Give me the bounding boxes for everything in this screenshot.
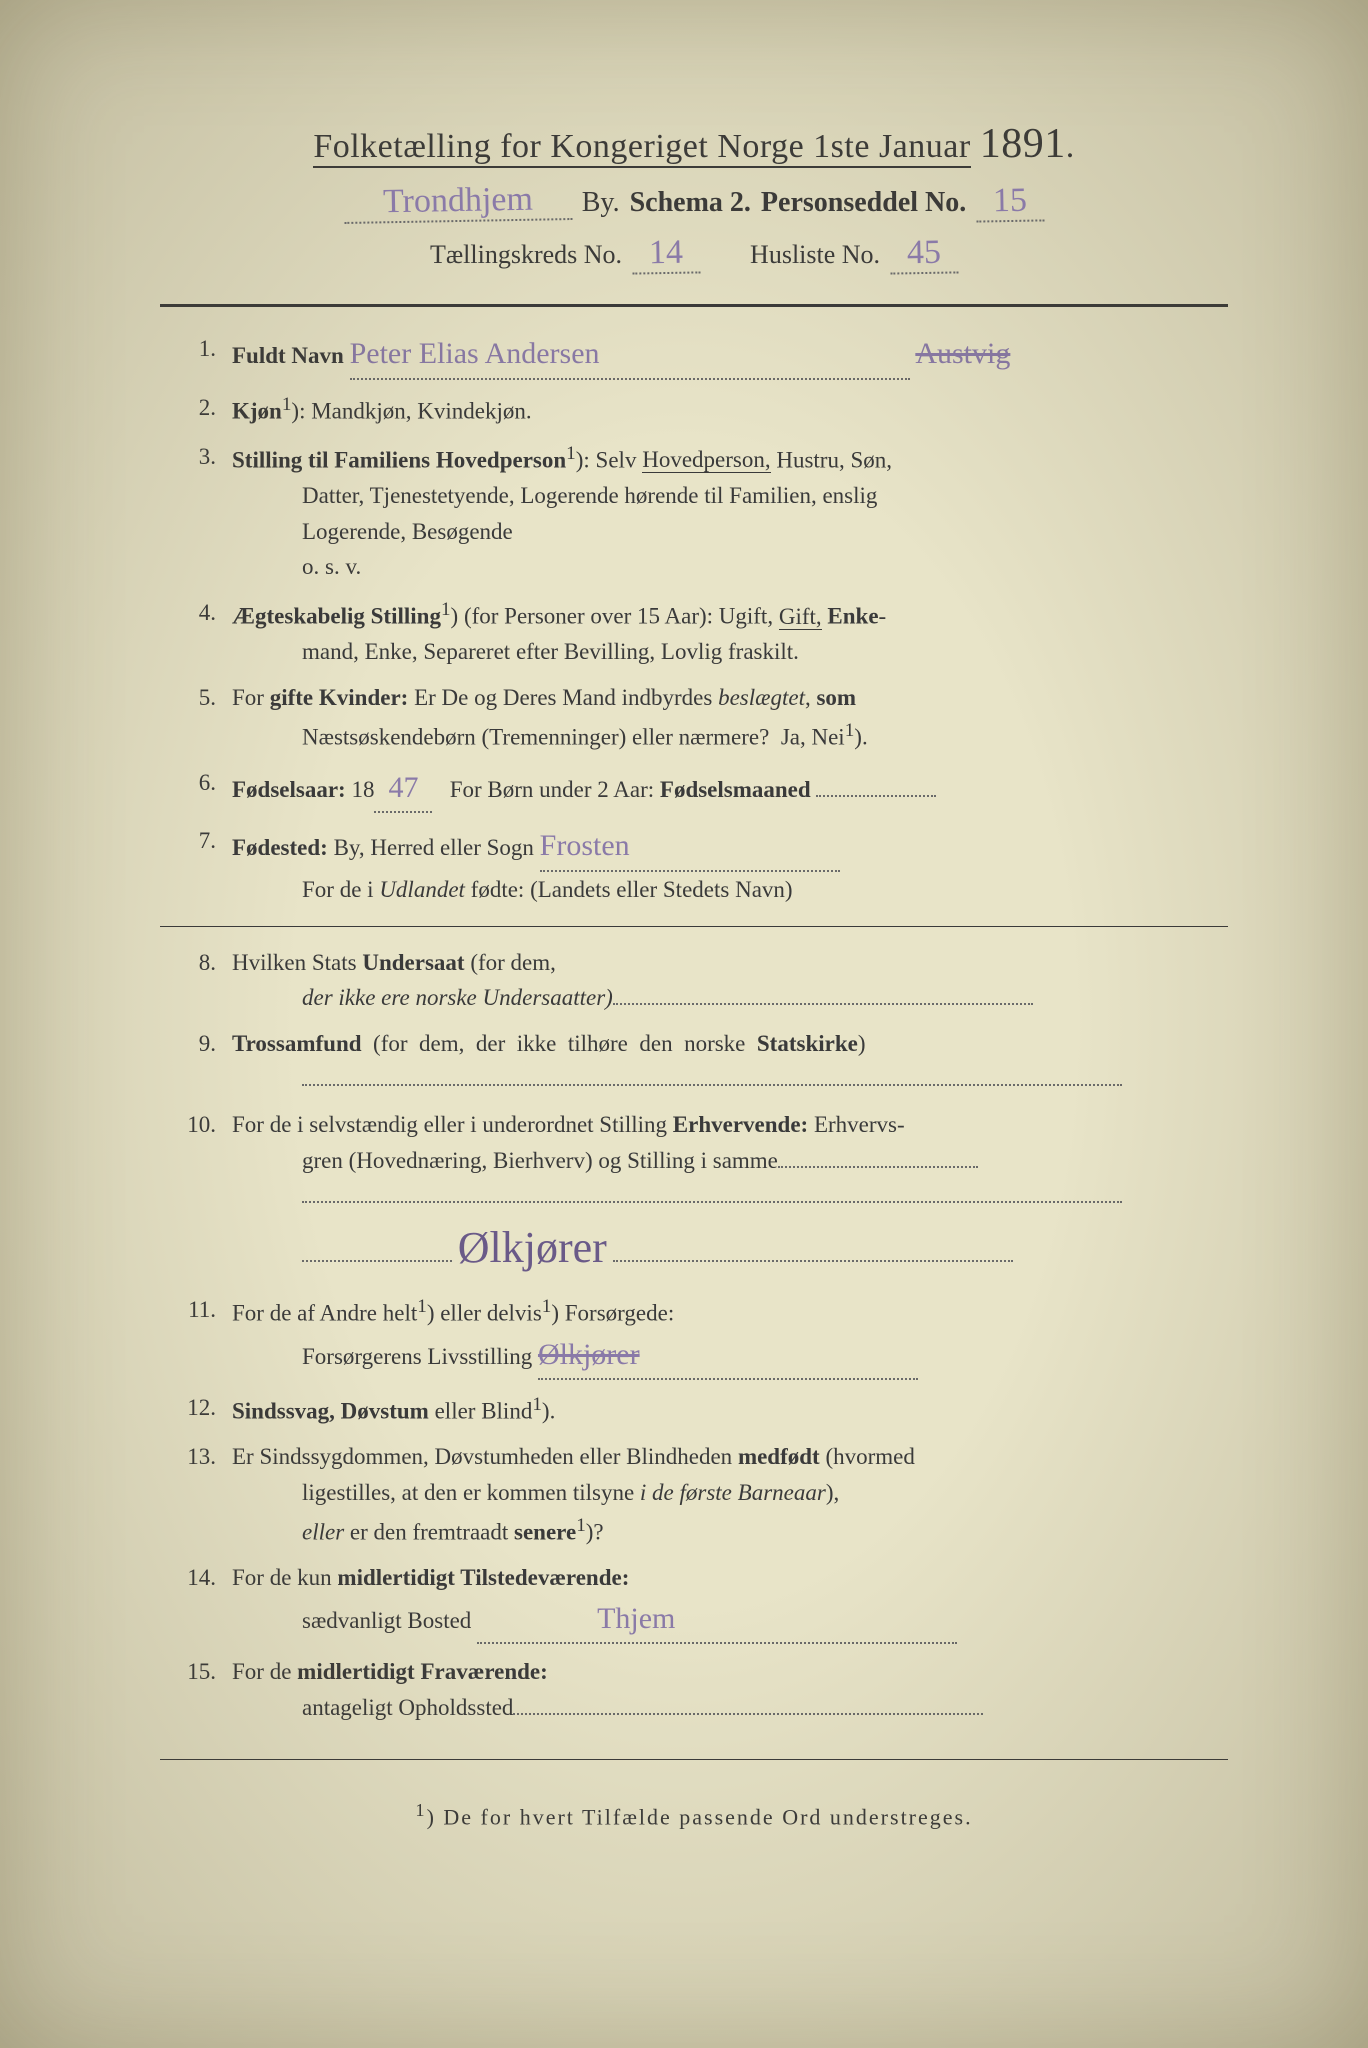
kjon-label: Kjøn [232, 398, 282, 423]
item-1: 1. Fuldt Navn Peter Elias Andersen Austv… [160, 331, 1228, 380]
fuldt-navn-value: Peter Elias Andersen [350, 337, 600, 370]
header-line-3: Tællingskreds No. 14 Husliste No. 45 [160, 234, 1228, 274]
item-num: 14. [160, 1560, 232, 1644]
item-num: 11. [160, 1292, 232, 1380]
census-form-page: Folketælling for Kongeriget Norge 1ste J… [0, 0, 1368, 2048]
item-num: 7. [160, 823, 232, 907]
item-num: 8. [160, 945, 232, 1016]
item-10: 10. For de i selvstændig eller i underor… [160, 1107, 1228, 1282]
husliste-label: Husliste No. [750, 240, 880, 270]
item-num: 6. [160, 765, 232, 814]
item-15: 15. For de midlertidigt Fraværende: anta… [160, 1654, 1228, 1725]
title-year: 1891 [980, 121, 1066, 167]
item-12: 12. Sindssvag, Døvstum eller Blind1). [160, 1390, 1228, 1429]
fuldt-navn-value2: Austvig [915, 337, 1010, 370]
item-9: 9. Trossamfund (for dem, der ikke tilhør… [160, 1026, 1228, 1097]
footnote: 1) De for hvert Tilfælde passende Ord un… [160, 1800, 1228, 1830]
title-prefix: Folketælling for Kongeriget Norge 1ste J… [313, 128, 970, 168]
occupation-value: Ølkjører [458, 1214, 607, 1282]
item-2: 2. Kjøn1): Mandkjøn, Kvindekjøn. [160, 390, 1228, 429]
item-4: 4. Ægteskabelig Stilling1) (for Personer… [160, 595, 1228, 670]
item-3: 3. Stilling til Familiens Hovedperson1):… [160, 439, 1228, 585]
kreds-no: 14 [632, 233, 701, 274]
aegteskab-label: Ægteskabelig Stilling [232, 604, 441, 629]
section-rule-1 [160, 926, 1228, 927]
birthplace-value: Frosten [540, 829, 630, 862]
schema-label: Schema 2. [630, 187, 751, 219]
personseddel-label: Personseddel No. [761, 187, 966, 219]
item-num: 15. [160, 1654, 232, 1725]
item-num: 2. [160, 390, 232, 429]
item-8: 8. Hvilken Stats Undersaat (for dem, der… [160, 945, 1228, 1016]
footer-rule [160, 1759, 1228, 1760]
item-num: 13. [160, 1439, 232, 1550]
item-num: 10. [160, 1107, 232, 1282]
kreds-label: Tællingskreds No. [430, 240, 622, 270]
item-13: 13. Er Sindssygdommen, Døvstumheden elle… [160, 1439, 1228, 1550]
item-num: 9. [160, 1026, 232, 1097]
item-num: 5. [160, 680, 232, 755]
header-rule [160, 304, 1228, 307]
by-label: By. [582, 187, 620, 219]
title-line: Folketælling for Kongeriget Norge 1ste J… [160, 120, 1228, 168]
form-items: 1. Fuldt Navn Peter Elias Andersen Austv… [160, 331, 1228, 1725]
form-header: Folketælling for Kongeriget Norge 1ste J… [160, 120, 1228, 274]
item-num: 1. [160, 331, 232, 380]
stilling-label: Stilling til Familiens Hovedperson [232, 447, 566, 472]
item-6: 6. Fødselsaar: 1847 For Børn under 2 Aar… [160, 765, 1228, 814]
fuldt-navn-label: Fuldt Navn [232, 343, 344, 368]
item-11: 11. For de af Andre helt1) eller delvis1… [160, 1292, 1228, 1380]
item-5: 5. For gifte Kvinder: Er De og Deres Man… [160, 680, 1228, 755]
item-14: 14. For de kun midlertidigt Tilstedevære… [160, 1560, 1228, 1644]
birth-year: 47 [374, 765, 432, 814]
item-num: 4. [160, 595, 232, 670]
personseddel-no: 15 [976, 181, 1045, 222]
city-value: Trondhjem [343, 180, 572, 224]
residence-value: Thjem [477, 1602, 675, 1635]
item-num: 12. [160, 1390, 232, 1429]
supporter-value: Ølkjører [538, 1338, 640, 1371]
header-line-2: Trondhjem By. Schema 2. Personseddel No.… [160, 182, 1228, 222]
husliste-no: 45 [890, 233, 959, 274]
item-7: 7. Fødested: By, Herred eller Sogn Frost… [160, 823, 1228, 907]
item-num: 3. [160, 439, 232, 585]
